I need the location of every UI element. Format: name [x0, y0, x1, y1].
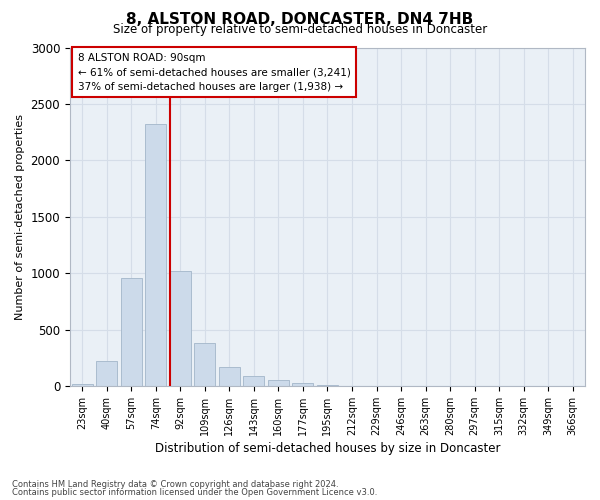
Text: Contains public sector information licensed under the Open Government Licence v3: Contains public sector information licen…	[12, 488, 377, 497]
Bar	[96, 361, 117, 386]
X-axis label: Distribution of semi-detached houses by size in Doncaster: Distribution of semi-detached houses by …	[155, 442, 500, 455]
Text: Contains HM Land Registry data © Crown copyright and database right 2024.: Contains HM Land Registry data © Crown c…	[12, 480, 338, 489]
Bar	[194, 343, 215, 386]
Bar	[292, 382, 313, 386]
Text: Size of property relative to semi-detached houses in Doncaster: Size of property relative to semi-detach…	[113, 22, 487, 36]
Bar	[219, 368, 240, 386]
Bar	[121, 278, 142, 386]
Y-axis label: Number of semi-detached properties: Number of semi-detached properties	[15, 114, 25, 320]
Bar	[145, 124, 166, 386]
Bar	[268, 380, 289, 386]
Bar	[170, 271, 191, 386]
Text: 8, ALSTON ROAD, DONCASTER, DN4 7HB: 8, ALSTON ROAD, DONCASTER, DN4 7HB	[127, 12, 473, 28]
Bar	[244, 376, 264, 386]
Bar	[72, 384, 92, 386]
Text: 8 ALSTON ROAD: 90sqm
← 61% of semi-detached houses are smaller (3,241)
37% of se: 8 ALSTON ROAD: 90sqm ← 61% of semi-detac…	[77, 52, 350, 92]
